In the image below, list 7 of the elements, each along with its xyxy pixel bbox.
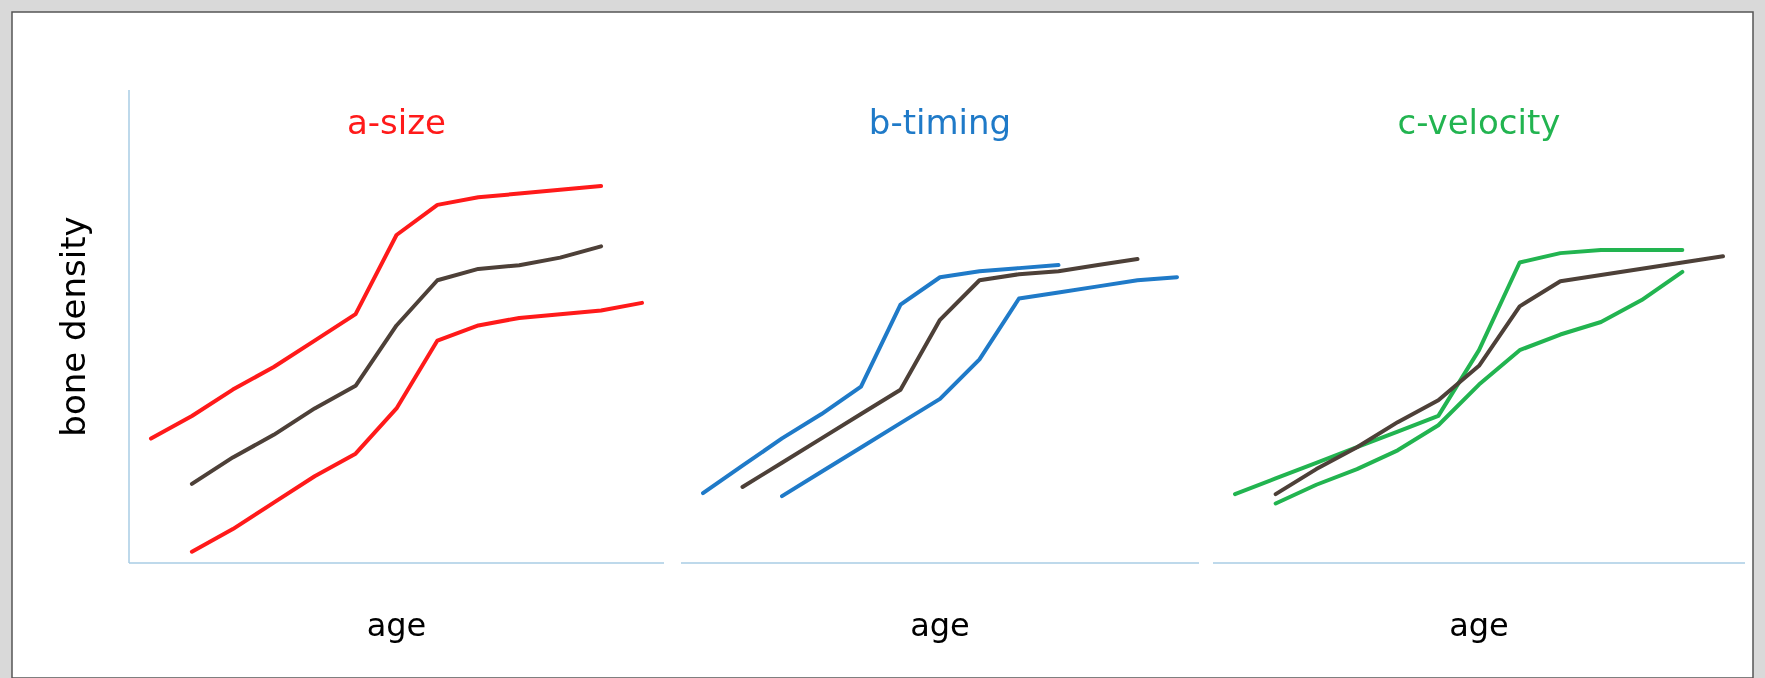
x-axis-title: age [1449, 606, 1509, 644]
chart-title: b-timing [868, 102, 1012, 142]
chart-title: c-velocity [1397, 102, 1561, 142]
x-axis-title: age [366, 606, 427, 644]
y-axis-title: bone density [53, 216, 93, 437]
chart-title: a-size [346, 102, 447, 142]
x-axis-title: age [910, 606, 970, 644]
